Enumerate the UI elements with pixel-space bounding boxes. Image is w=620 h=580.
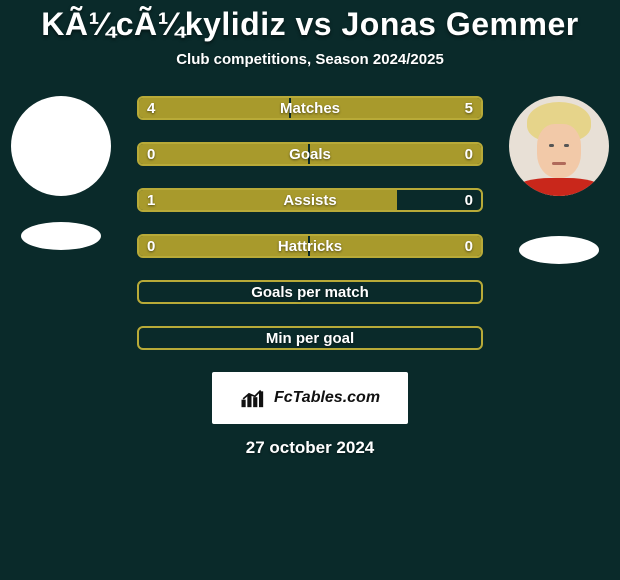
stat-value-left: 0 xyxy=(147,146,155,163)
stat-label: Assists xyxy=(137,192,483,209)
comparison-panel: Matches45Goals00Assists10Hattricks00Goal… xyxy=(0,96,620,350)
player-left-column xyxy=(6,96,116,250)
stat-value-left: 1 xyxy=(147,192,155,209)
stat-rows: Matches45Goals00Assists10Hattricks00Goal… xyxy=(137,96,483,350)
player-left-team-badge xyxy=(21,222,101,250)
stat-row: Matches4 5 xyxy=(137,96,483,120)
stat-value-right: 0 xyxy=(465,192,473,209)
stat-value-right: 0 xyxy=(465,146,473,163)
stat-row: Hattricks0 0 xyxy=(137,234,483,258)
brand-text: FcTables.com xyxy=(274,389,380,407)
stat-row: Assists1 0 xyxy=(137,188,483,212)
stat-label: Min per goal xyxy=(137,330,483,347)
page-title: KÃ¼cÃ¼kylidiz vs Jonas Gemmer xyxy=(0,0,620,43)
date-stamp: 27 october 2024 xyxy=(0,438,620,458)
stat-label: Goals per match xyxy=(137,284,483,301)
player-left-avatar xyxy=(11,96,111,196)
stat-label: Goals xyxy=(137,146,483,163)
stat-row: Goals0 0 xyxy=(137,142,483,166)
stat-row: Min per goal xyxy=(137,326,483,350)
stat-value-right: 5 xyxy=(465,100,473,117)
stat-label: Matches xyxy=(137,100,483,117)
stat-value-left: 0 xyxy=(147,238,155,255)
player-right-avatar xyxy=(509,96,609,196)
stat-row: Goals per match xyxy=(137,280,483,304)
player-right-team-badge xyxy=(519,236,599,264)
brand-badge: FcTables.com xyxy=(212,372,408,424)
player-right-column xyxy=(504,96,614,264)
subtitle: Club competitions, Season 2024/2025 xyxy=(0,51,620,68)
stat-value-right: 0 xyxy=(465,238,473,255)
stat-value-left: 4 xyxy=(147,100,155,117)
stat-label: Hattricks xyxy=(137,238,483,255)
brand-logo-icon xyxy=(240,388,268,408)
